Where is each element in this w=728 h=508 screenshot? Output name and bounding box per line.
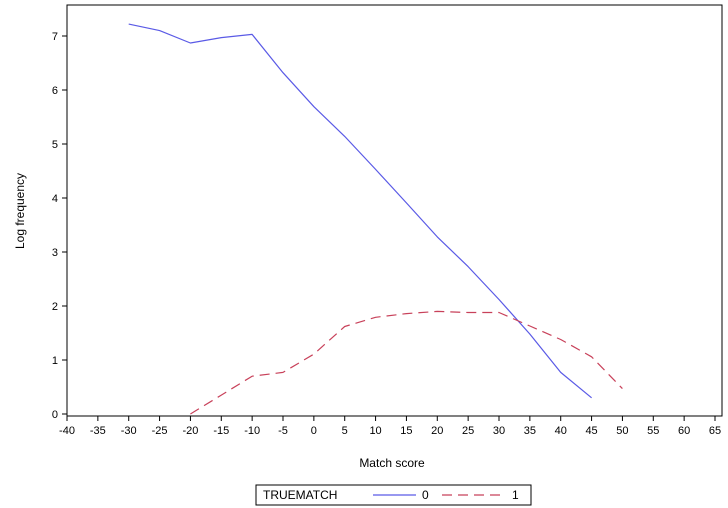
x-tick-label: 40	[555, 425, 567, 437]
x-tick-label: 35	[524, 425, 536, 437]
x-tick-label: 30	[493, 425, 505, 437]
y-tick-label: 5	[52, 139, 58, 151]
x-tick-label: 55	[647, 425, 659, 437]
y-tick-label: 1	[52, 355, 58, 367]
legend-label-1: 1	[512, 488, 519, 502]
y-axis-title: Log frequency	[13, 173, 27, 249]
y-tick-label: 0	[52, 409, 58, 421]
plot-frame	[66, 4, 723, 417]
legend-box	[255, 484, 532, 506]
series-line-0	[128, 23, 592, 399]
x-axis-title: Match score	[359, 456, 425, 470]
y-tick-label: 3	[52, 247, 58, 259]
x-tick-label: 5	[342, 425, 348, 437]
legend-title: TRUEMATCH	[263, 488, 337, 502]
x-tick-label: -20	[182, 425, 198, 437]
x-tick-label: 0	[311, 425, 317, 437]
x-tick-label: 60	[678, 425, 690, 437]
x-tick-label: -30	[121, 425, 137, 437]
y-tick-label: 7	[52, 31, 58, 43]
x-tick-label: -15	[213, 425, 229, 437]
x-tick-label: -35	[90, 425, 106, 437]
x-tick-label: 25	[462, 425, 474, 437]
plot-area	[128, 23, 623, 415]
legend-label-0: 0	[422, 488, 429, 502]
x-tick-label: 10	[369, 425, 381, 437]
y-tick-label: 6	[52, 85, 58, 97]
x-tick-label: 65	[709, 425, 721, 437]
x-tick-label: 15	[400, 425, 412, 437]
x-tick-label: 45	[585, 425, 597, 437]
x-tick-label: -10	[244, 425, 260, 437]
x-tick-label: -25	[152, 425, 168, 437]
x-tick-label: -40	[59, 425, 75, 437]
x-tick-label: 20	[431, 425, 443, 437]
y-tick-label: 2	[52, 301, 58, 313]
x-tick-label: 50	[616, 425, 628, 437]
x-tick-label: -5	[278, 425, 288, 437]
x-axis: -40 -35 -30 -25 -20 -15 -10 -5 0 5 10 15 20 25 30 35 40 4…	[59, 416, 721, 437]
series-line-1	[190, 310, 623, 415]
y-axis: 0 1 2 3 4 5 6 7	[52, 31, 67, 421]
legend: TRUEMATCH 0 1	[255, 484, 532, 506]
y-tick-label: 4	[52, 193, 58, 205]
